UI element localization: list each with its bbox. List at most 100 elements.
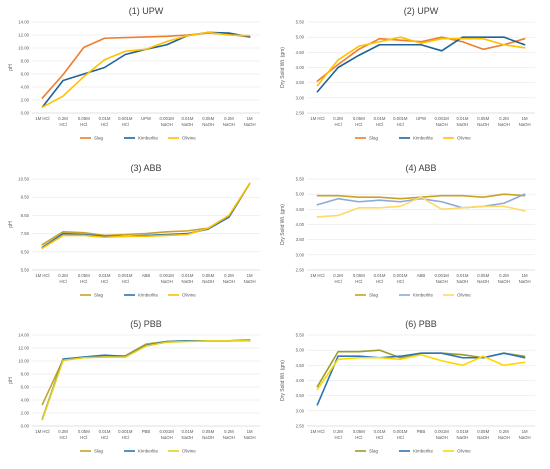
x-tick-line: 1M <box>247 273 253 278</box>
y-tick-label: 4.50 <box>296 363 305 368</box>
series-line-kimberlite <box>316 352 526 406</box>
x-tick-line: HCl <box>122 279 129 284</box>
x-tick-line: 0.001M <box>435 116 450 121</box>
series-line-slag <box>41 32 251 99</box>
x-tick-line: NaOH <box>436 435 448 440</box>
x-tick-line: 0.05M <box>477 116 489 121</box>
x-tick-line: 0.05M <box>202 429 214 434</box>
x-tick-line: 0.001M <box>393 273 408 278</box>
x-tick-line: 0.01M <box>456 273 468 278</box>
y-tick-label: 4.00 <box>296 222 305 227</box>
legend-label: Olivine <box>182 449 196 454</box>
x-tick-line: NaOH <box>519 435 531 440</box>
legend-label: Kimberlite <box>138 449 159 454</box>
x-tick-line: NaOH <box>244 435 256 440</box>
x-tick-label: 0.05M NaOH <box>202 429 214 440</box>
x-tick-line: 0.01M <box>181 273 193 278</box>
x-tick-label: 0.05M NaOH <box>477 429 489 440</box>
y-axis-label: Dry Solid Wt. (gm) <box>280 204 286 245</box>
y-tick-label: 14.00 <box>18 20 29 25</box>
x-tick-line: 0.001M <box>435 273 450 278</box>
x-tick-label: UPW <box>416 116 427 121</box>
x-tick-label: PBB <box>417 429 426 434</box>
series-line-olivine <box>41 182 251 249</box>
x-tick-line: NaOH <box>519 279 531 284</box>
x-tick-label: 0.001M NaOH <box>435 429 450 440</box>
x-tick-line: 0.001M <box>160 429 175 434</box>
x-tick-line: 1M <box>522 429 528 434</box>
x-tick-line: 0.01M <box>181 429 193 434</box>
x-tick-line: HCl <box>80 122 87 127</box>
y-tick-label: 14.00 <box>18 333 29 338</box>
x-tick-line: 1M HCl <box>35 429 49 434</box>
y-tick-label: 10.00 <box>18 46 29 51</box>
x-tick-label: 0.05M HCl <box>78 273 90 284</box>
x-tick-line: 0.01M <box>456 116 468 121</box>
legend-label: Olivine <box>457 293 471 298</box>
x-tick-line: NaOH <box>244 122 256 127</box>
x-tick-line: 0.2M <box>58 273 68 278</box>
x-tick-label: 1M HCl <box>35 429 49 434</box>
chart-panel-4: (4) ABB 2.50 3.00 3.50 4.00 4.50 5.00 5.50 Dry S… <box>280 163 535 298</box>
x-tick-label: 1M NaOH <box>519 273 531 284</box>
series-line-kimberlite <box>41 31 251 108</box>
x-tick-label: 0.05M HCl <box>353 429 365 440</box>
y-tick-label: 2.50 <box>296 111 305 116</box>
x-tick-line: HCl <box>80 279 87 284</box>
x-tick-label: 0.01M NaOH <box>181 429 193 440</box>
x-tick-line: HCl <box>397 279 404 284</box>
x-tick-line: 0.05M <box>78 429 90 434</box>
x-tick-label: 0.001M HCl <box>118 429 133 440</box>
x-tick-line: NaOH <box>202 122 214 127</box>
x-tick-line: NaOH <box>477 122 489 127</box>
x-tick-label: 0.001M HCl <box>393 429 408 440</box>
x-tick-line: NaOH <box>519 122 531 127</box>
x-tick-label: 0.01M HCl <box>99 273 111 284</box>
x-tick-line: 0.01M <box>374 429 386 434</box>
x-tick-line: 0.2M <box>224 116 234 121</box>
x-tick-label: 0.05M HCl <box>78 116 90 127</box>
x-tick-line: HCl <box>355 279 362 284</box>
x-tick-line: NaOH <box>477 435 489 440</box>
y-axis-label: Dry Solid Wt. (gm) <box>280 360 286 401</box>
series-line-olivine <box>41 340 251 421</box>
x-tick-line: 0.001M <box>118 116 133 121</box>
x-tick-label: 1M NaOH <box>519 116 531 127</box>
x-tick-line: 0.001M <box>435 429 450 434</box>
chart-panel-1: (1) UPW 0.00 2.00 4.00 6.00 8.00 10.00 12.00 14.… <box>8 6 260 141</box>
x-tick-line: ABB <box>142 273 151 278</box>
x-tick-label: 1M HCl <box>310 116 324 121</box>
chart-panel-3: (3) ABB 5.50 6.50 7.50 8.50 9.50 10.50 pH 1M HCl… <box>8 163 260 298</box>
x-tick-label: 1M HCl <box>35 116 49 121</box>
x-tick-line: 0.05M <box>477 273 489 278</box>
x-tick-label: 0.001M HCl <box>118 273 133 284</box>
x-tick-line: HCl <box>60 435 67 440</box>
y-tick-label: 10.50 <box>18 177 29 182</box>
x-tick-line: HCl <box>376 279 383 284</box>
legend-label: Olivine <box>182 136 196 141</box>
y-tick-label: 6.50 <box>21 249 30 254</box>
legend-label: Kimberlite <box>138 293 159 298</box>
x-tick-line: NaOH <box>223 122 235 127</box>
x-tick-label: 1M NaOH <box>244 116 256 127</box>
x-tick-line: HCl <box>397 435 404 440</box>
y-tick-label: 8.00 <box>21 372 30 377</box>
y-tick-label: 12.00 <box>18 346 29 351</box>
x-tick-label: 0.2M HCl <box>58 116 68 127</box>
legend-label: Kimberlite <box>413 293 434 298</box>
x-tick-line: HCl <box>335 279 342 284</box>
y-tick-label: 5.00 <box>296 35 305 40</box>
y-tick-label: 6.00 <box>21 385 30 390</box>
x-tick-label: 0.05M NaOH <box>202 273 214 284</box>
chart-title: (3) ABB <box>130 163 161 173</box>
x-tick-line: 0.001M <box>160 273 175 278</box>
legend-label: Kimberlite <box>413 136 434 141</box>
legend-label: Slag <box>94 293 104 298</box>
chart-title: (2) UPW <box>404 6 439 16</box>
x-tick-line: 0.05M <box>477 429 489 434</box>
y-tick-label: 3.50 <box>296 80 305 85</box>
x-tick-line: NaOH <box>456 279 468 284</box>
x-tick-label: ABB <box>417 273 426 278</box>
y-tick-label: 12.00 <box>18 33 29 38</box>
x-tick-line: 1M HCl <box>35 273 49 278</box>
